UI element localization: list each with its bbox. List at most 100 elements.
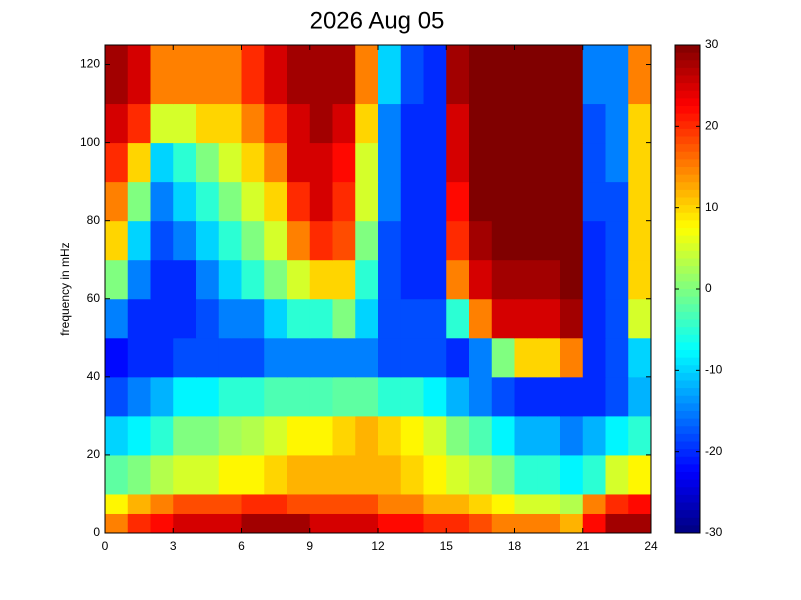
heatmap-cell bbox=[582, 220, 606, 261]
heatmap-cell bbox=[241, 181, 265, 222]
x-tick-label: 12 bbox=[371, 539, 385, 553]
colorbar-step bbox=[675, 243, 700, 252]
heatmap-cell bbox=[423, 376, 447, 417]
heatmap-cell bbox=[150, 376, 174, 417]
heatmap-cell bbox=[514, 103, 538, 144]
heatmap-cell bbox=[309, 181, 333, 222]
heatmap-cell bbox=[469, 259, 493, 300]
heatmap-cell bbox=[173, 103, 197, 144]
heatmap-cell bbox=[173, 376, 197, 417]
heatmap-cell bbox=[582, 298, 606, 339]
colorbar-step bbox=[675, 205, 700, 214]
heatmap-cell bbox=[491, 142, 515, 183]
heatmap-cell bbox=[423, 337, 447, 378]
heatmap-cell bbox=[446, 493, 470, 514]
colorbar-tick-label: -10 bbox=[705, 363, 723, 377]
heatmap-cell bbox=[400, 142, 424, 183]
heatmap-cell bbox=[469, 181, 493, 222]
heatmap-cell bbox=[287, 493, 311, 514]
heatmap-cell bbox=[469, 103, 493, 144]
heatmap-cell bbox=[491, 337, 515, 378]
heatmap-cell bbox=[105, 493, 129, 514]
colorbar-step bbox=[675, 159, 700, 168]
axes: 0 3 6 9 12 15 18 21 24 0 20 40 60 80 100 120 bbox=[80, 44, 658, 553]
heatmap-cell bbox=[173, 45, 197, 105]
heatmap-cell bbox=[218, 298, 242, 339]
heatmap-cell bbox=[196, 103, 220, 144]
colorbar-step bbox=[675, 525, 700, 534]
heatmap-cell bbox=[105, 513, 129, 534]
heatmap-cell bbox=[309, 142, 333, 183]
heatmap-cell bbox=[150, 513, 174, 534]
heatmap-cell bbox=[560, 493, 584, 514]
heatmap-cell bbox=[423, 181, 447, 222]
heatmap-cell bbox=[378, 103, 402, 144]
heatmap-cell bbox=[218, 181, 242, 222]
heatmap-cell bbox=[469, 415, 493, 456]
heatmap-cell bbox=[127, 45, 151, 105]
heatmap-cell bbox=[218, 454, 242, 495]
heatmap-cell bbox=[378, 337, 402, 378]
heatmap-cell bbox=[332, 142, 356, 183]
heatmap-cell bbox=[582, 181, 606, 222]
colorbar-tick-label: 20 bbox=[705, 119, 719, 133]
x-tick-label: 9 bbox=[306, 539, 313, 553]
colorbar-step bbox=[675, 258, 700, 267]
heatmap-cell bbox=[355, 376, 379, 417]
heatmap-cell bbox=[537, 142, 561, 183]
heatmap-cell bbox=[469, 220, 493, 261]
heatmap-cell bbox=[287, 298, 311, 339]
colorbar-step bbox=[675, 273, 700, 282]
heatmap-cell bbox=[514, 493, 538, 514]
heatmap-cell bbox=[400, 493, 424, 514]
heatmap-cell bbox=[491, 220, 515, 261]
colorbar-step bbox=[675, 113, 700, 122]
heatmap-cell bbox=[105, 259, 129, 300]
heatmap-cell bbox=[332, 103, 356, 144]
heatmap-cell bbox=[173, 298, 197, 339]
heatmap-cell bbox=[241, 220, 265, 261]
heatmap-cell bbox=[446, 103, 470, 144]
heatmap-cell bbox=[218, 513, 242, 534]
colorbar-step bbox=[675, 182, 700, 191]
colorbar-step bbox=[675, 342, 700, 351]
heatmap-cell bbox=[218, 220, 242, 261]
heatmap-cell bbox=[264, 513, 288, 534]
heatmap-cell bbox=[378, 45, 402, 105]
heatmap-cell bbox=[332, 493, 356, 514]
heatmap-cell bbox=[514, 259, 538, 300]
heatmap-cell bbox=[628, 513, 652, 534]
heatmap-cell bbox=[378, 376, 402, 417]
heatmap-cell bbox=[537, 493, 561, 514]
heatmap-cell bbox=[196, 376, 220, 417]
heatmap-cell bbox=[605, 493, 629, 514]
heatmap-cell bbox=[218, 259, 242, 300]
heatmap-cell bbox=[127, 493, 151, 514]
heatmap-cell bbox=[628, 298, 652, 339]
colorbar-tick-label: -30 bbox=[705, 525, 723, 539]
heatmap-cell bbox=[423, 454, 447, 495]
heatmap-cell bbox=[150, 415, 174, 456]
heatmap-cell bbox=[173, 493, 197, 514]
heatmap-cell bbox=[514, 45, 538, 105]
heatmap-cell bbox=[514, 415, 538, 456]
colorbar-step bbox=[675, 289, 700, 298]
heatmap-cell bbox=[150, 103, 174, 144]
colorbar-step bbox=[675, 311, 700, 320]
heatmap-cell bbox=[537, 298, 561, 339]
colorbar-step bbox=[675, 517, 700, 526]
x-tick-label: 21 bbox=[576, 539, 590, 553]
heatmap-cell bbox=[105, 220, 129, 261]
colorbar-step bbox=[675, 174, 700, 183]
heatmap-cell bbox=[628, 45, 652, 105]
heatmap-cell bbox=[309, 220, 333, 261]
heatmap-cell bbox=[309, 493, 333, 514]
heatmap-cell bbox=[355, 45, 379, 105]
heatmap-cell bbox=[355, 415, 379, 456]
heatmap-cell bbox=[105, 415, 129, 456]
heatmap-cell bbox=[105, 103, 129, 144]
heatmap-cell bbox=[514, 454, 538, 495]
colorbar-tick-label: 10 bbox=[705, 200, 719, 214]
heatmap-cell bbox=[196, 454, 220, 495]
heatmap-cell bbox=[400, 454, 424, 495]
